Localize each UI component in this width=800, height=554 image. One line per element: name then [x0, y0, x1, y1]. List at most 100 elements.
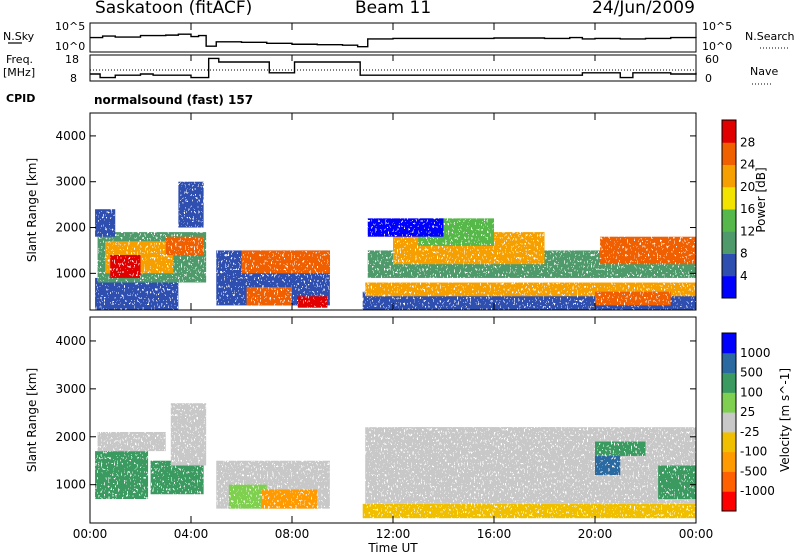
power-colorbar-title: Power [dB] — [754, 167, 768, 232]
velocity-colorbar-segment — [722, 333, 736, 354]
power-colorbar-tick: 4 — [740, 269, 748, 283]
freq-left-tick-bottom: 8 — [70, 72, 77, 85]
power-echo-patch — [95, 209, 116, 237]
power-echo-patch — [95, 277, 179, 310]
x-axis-title: Time UT — [367, 541, 418, 554]
beam-title: Beam 11 — [355, 0, 432, 18]
power-colorbar-segment — [722, 231, 736, 254]
velocity-rti-data — [95, 403, 696, 519]
x-tick-label: 16:00 — [477, 527, 512, 541]
power-colorbar-segment — [722, 142, 736, 165]
velocity-colorbar-segment — [722, 352, 736, 374]
noise-sky-line — [90, 33, 697, 48]
y-tick-label: 2000 — [55, 430, 86, 444]
power-colorbar: 4 8 12 16 20 24 28 — [721, 119, 755, 299]
freq-label-2: [MHz] — [3, 66, 35, 79]
freq-line — [90, 57, 697, 79]
power-colorbar-frame — [721, 119, 737, 299]
velocity-colorbar-tick: -1000 — [740, 484, 775, 498]
noise-left-tick-top: 10^5 — [55, 20, 85, 33]
nave-label: Nave — [750, 65, 778, 78]
power-echo-patch — [178, 181, 204, 228]
velocity-echo-patch — [658, 465, 696, 500]
y-tick-label: 4000 — [55, 129, 86, 143]
power-echo-patch — [246, 287, 292, 306]
freq-right-tick-bottom: 0 — [705, 72, 712, 85]
y-tick-label: 3000 — [55, 175, 86, 189]
x-tick-label: 00:00 — [73, 527, 108, 541]
y-tick-label: 4000 — [55, 334, 86, 348]
x-tick-label: 12:00 — [376, 527, 411, 541]
velocity-echo-patch — [170, 403, 207, 466]
time-x-axis: 00:00 04:00 08:00 12:00 16:00 20:00 00:00 — [73, 23, 714, 541]
date-title: 24/Jun/2009 — [592, 0, 695, 18]
power-colorbar-segment — [722, 275, 736, 299]
velocity-echo-patch — [393, 427, 570, 447]
velocity-colorbar-title: Velocity [m s^-1] — [778, 368, 792, 472]
noise-right-label: N.Search — [745, 30, 795, 43]
power-colorbar-tick: 12 — [740, 224, 755, 238]
power-colorbar-segment — [722, 209, 736, 232]
power-colorbar-tick: 28 — [740, 135, 755, 149]
power-echo-patch — [110, 255, 141, 278]
velocity-echo-patch — [150, 460, 204, 495]
power-echo-patch — [367, 218, 444, 237]
noise-left-tick-bottom: 10^0 — [55, 40, 85, 53]
velocity-colorbar-segment — [722, 431, 736, 453]
power-colorbar-segment — [722, 120, 736, 143]
power-rti-data — [95, 181, 696, 310]
noise-right-tick-top: 10^5 — [702, 20, 732, 33]
velocity-colorbar: 1000 500 100 25 -25 -100 -500 -1000 — [721, 332, 775, 512]
x-tick-label: 08:00 — [275, 527, 310, 541]
power-echo-patch — [165, 236, 204, 256]
velocity-colorbar-tick: -25 — [740, 425, 760, 439]
velocity-colorbar-segment — [722, 451, 736, 472]
y-tick-label: 1000 — [55, 266, 86, 280]
power-colorbar-tick: 24 — [740, 158, 755, 172]
velocity-echo-patch — [97, 431, 166, 452]
power-echo-patch — [241, 250, 330, 274]
velocity-echo-patch — [595, 441, 646, 456]
y-tick-label: 3000 — [55, 382, 86, 396]
power-echo-patch — [297, 296, 328, 308]
velocity-colorbar-frame — [721, 332, 737, 512]
velocity-colorbar-tick: 25 — [740, 405, 755, 419]
velocity-echo-patch — [228, 484, 267, 509]
station-title: Saskatoon (fitACF) — [95, 0, 253, 18]
freq-right-tick-top: 60 — [705, 53, 719, 66]
velocity-colorbar-tick: 500 — [740, 366, 763, 380]
velocity-colorbar-segment — [722, 491, 736, 512]
velocity-echo-patch — [261, 489, 318, 509]
velocity-echo-patch — [95, 451, 149, 500]
velocity-colorbar-tick: -100 — [740, 445, 767, 459]
power-echo-patch — [600, 236, 696, 265]
y-tick-label: 2000 — [55, 221, 86, 235]
power-colorbar-tick: 8 — [740, 247, 748, 261]
x-tick-label: 20:00 — [578, 527, 613, 541]
power-echo-patch — [595, 291, 671, 306]
y-tick-label: 1000 — [55, 478, 86, 492]
x-tick-label: 00:00 — [679, 527, 714, 541]
velocity-colorbar-tick: 1000 — [740, 346, 771, 360]
power-y-axis-title: Slant Range [km] — [25, 158, 39, 262]
cpid-value: normalsound (fast) 157 — [94, 93, 253, 107]
velocity-colorbar-segment — [722, 392, 736, 413]
velocity-echo-patch — [595, 455, 621, 476]
power-y-ticks: 1000 2000 3000 4000 — [55, 129, 696, 280]
power-colorbar-tick: 16 — [740, 202, 755, 216]
power-colorbar-segment — [722, 186, 736, 210]
freq-label-1: Freq. — [6, 53, 33, 66]
velocity-y-ticks: 1000 2000 3000 4000 — [55, 334, 696, 492]
velocity-echo-patch — [362, 503, 696, 519]
freq-left-tick-top: 18 — [65, 53, 79, 66]
power-colorbar-tick: 20 — [740, 180, 755, 194]
x-tick-label: 04:00 — [174, 527, 209, 541]
velocity-colorbar-tick: -500 — [740, 464, 767, 478]
velocity-colorbar-segment — [722, 372, 736, 393]
noise-right-tick-bottom: 10^0 — [702, 40, 732, 53]
velocity-colorbar-segment — [722, 471, 736, 492]
power-colorbar-segment — [722, 253, 736, 277]
cpid-label: CPID — [6, 92, 35, 105]
